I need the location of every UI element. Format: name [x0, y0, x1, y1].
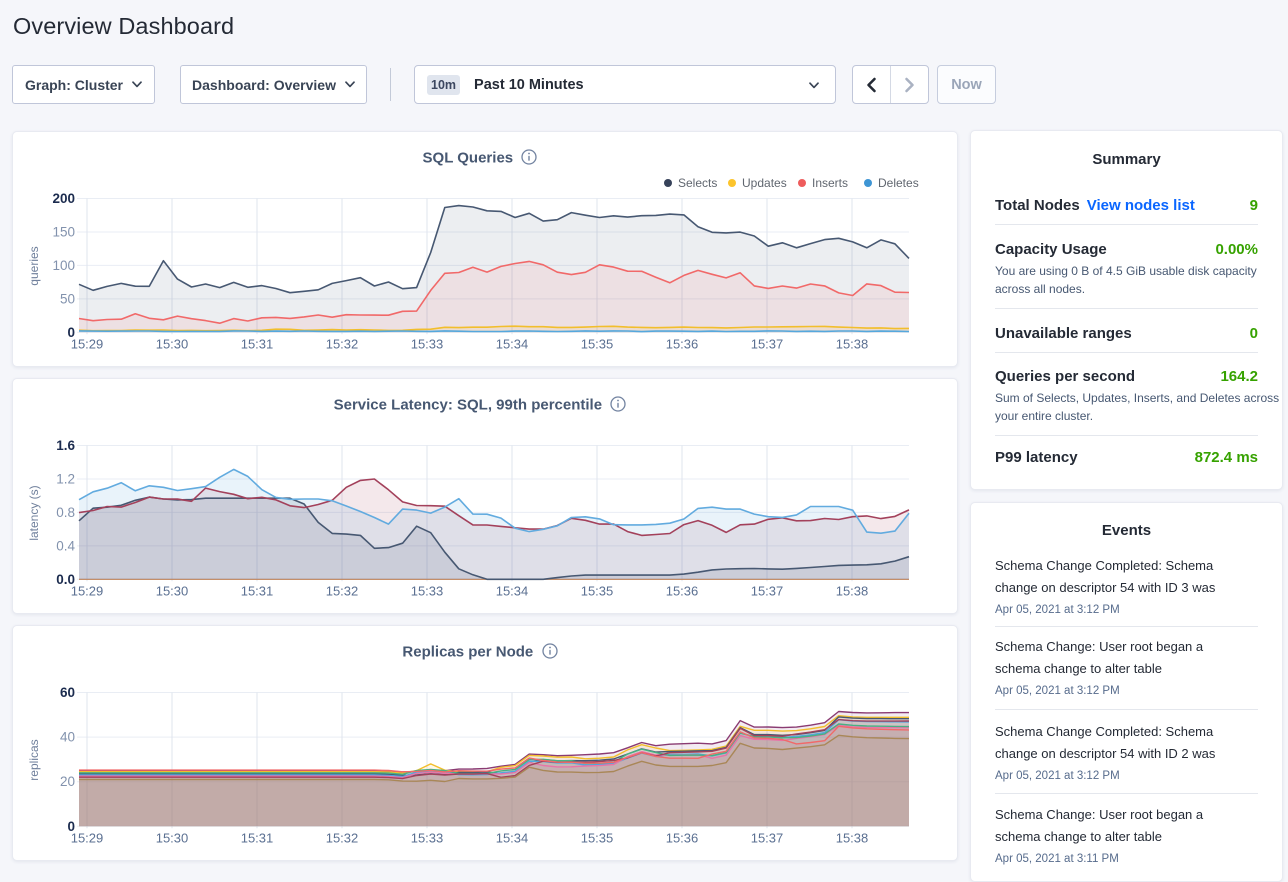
svg-text:15:37: 15:37: [751, 584, 784, 599]
svg-text:15:29: 15:29: [71, 831, 104, 846]
svg-text:200: 200: [52, 191, 75, 206]
svg-text:15:30: 15:30: [156, 831, 189, 846]
svg-text:40: 40: [60, 730, 75, 745]
svg-text:150: 150: [52, 225, 75, 240]
svg-text:15:36: 15:36: [666, 584, 699, 599]
svg-text:60: 60: [60, 685, 75, 700]
svg-text:15:31: 15:31: [241, 584, 274, 599]
svg-text:50: 50: [60, 291, 75, 306]
svg-text:15:34: 15:34: [496, 831, 529, 846]
svg-text:15:33: 15:33: [411, 584, 444, 599]
svg-text:15:33: 15:33: [411, 337, 444, 352]
svg-text:15:38: 15:38: [836, 337, 869, 352]
svg-text:15:38: 15:38: [836, 584, 869, 599]
svg-text:15:32: 15:32: [326, 831, 359, 846]
svg-text:100: 100: [52, 258, 75, 273]
svg-text:0.8: 0.8: [56, 505, 75, 520]
svg-text:15:36: 15:36: [666, 831, 699, 846]
svg-text:15:37: 15:37: [751, 337, 784, 352]
svg-text:15:32: 15:32: [326, 337, 359, 352]
svg-text:15:30: 15:30: [156, 584, 189, 599]
svg-text:15:38: 15:38: [836, 831, 869, 846]
svg-text:15:31: 15:31: [241, 337, 274, 352]
svg-text:15:35: 15:35: [581, 584, 614, 599]
svg-text:15:34: 15:34: [496, 584, 529, 599]
svg-text:queries: queries: [27, 246, 41, 285]
svg-text:1.6: 1.6: [56, 438, 75, 453]
svg-text:15:33: 15:33: [411, 831, 444, 846]
svg-text:latency (s): latency (s): [27, 485, 41, 540]
svg-text:15:35: 15:35: [581, 831, 614, 846]
svg-text:15:29: 15:29: [71, 337, 104, 352]
svg-text:20: 20: [60, 774, 75, 789]
svg-text:0: 0: [67, 325, 75, 340]
svg-text:15:34: 15:34: [496, 337, 529, 352]
svg-text:15:31: 15:31: [241, 831, 274, 846]
svg-text:15:32: 15:32: [326, 584, 359, 599]
svg-text:1.2: 1.2: [56, 472, 75, 487]
svg-text:replicas: replicas: [27, 739, 41, 780]
svg-text:15:36: 15:36: [666, 337, 699, 352]
svg-text:15:30: 15:30: [156, 337, 189, 352]
svg-text:15:35: 15:35: [581, 337, 614, 352]
svg-text:15:37: 15:37: [751, 831, 784, 846]
svg-text:0.0: 0.0: [56, 572, 75, 587]
svg-text:0: 0: [67, 819, 75, 834]
svg-text:0.4: 0.4: [56, 538, 75, 553]
svg-text:15:29: 15:29: [71, 584, 104, 599]
